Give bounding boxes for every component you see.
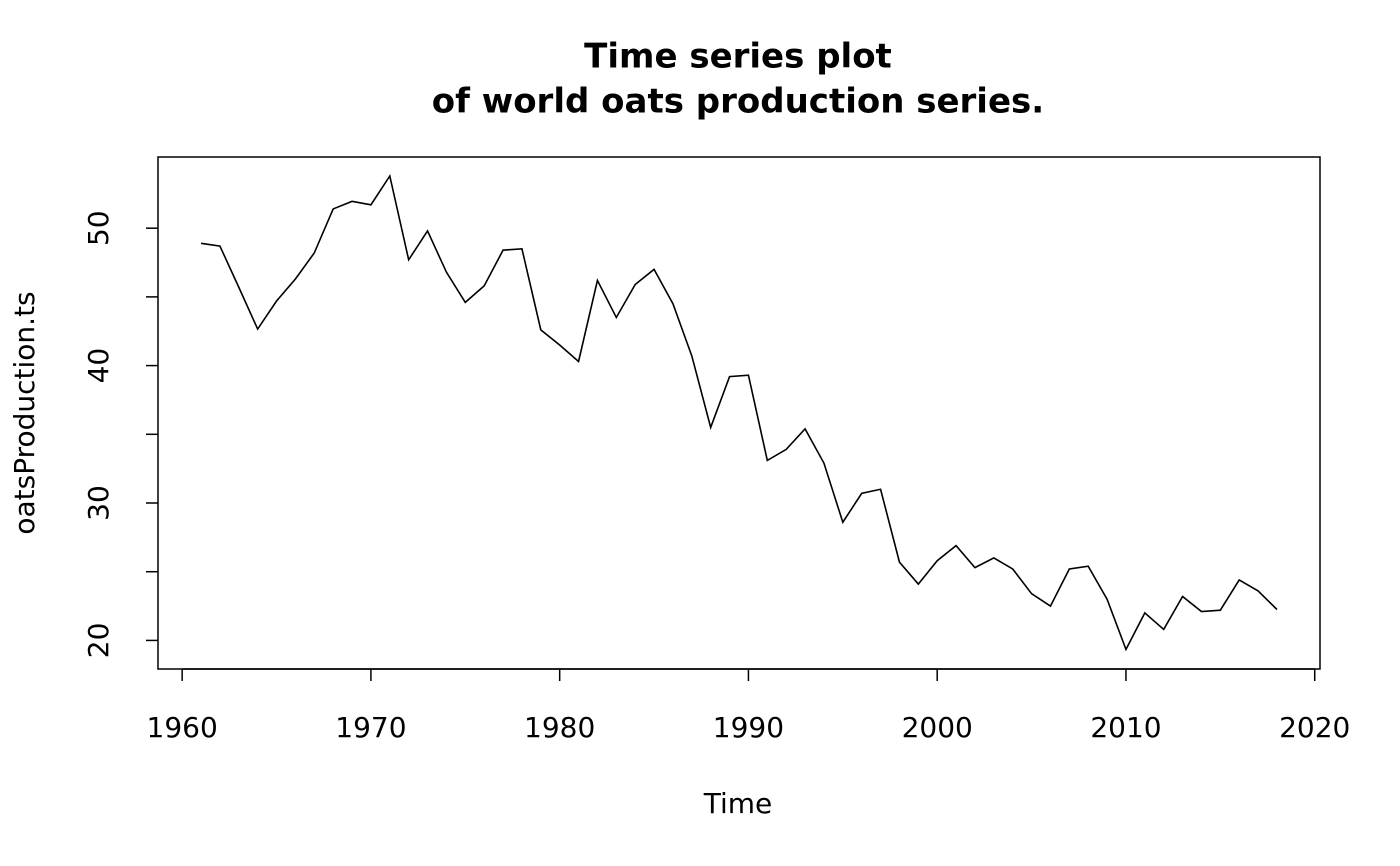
- chart-title: of world oats production series.: [432, 82, 1044, 122]
- plot-frame: [157, 156, 1321, 670]
- x-tick-label: 1990: [713, 711, 784, 744]
- data-line: [200, 173, 1278, 652]
- y-tick-label: 50: [82, 210, 115, 246]
- chart-title: Time series plot: [584, 37, 892, 77]
- x-tick-label: 2000: [902, 711, 973, 744]
- y-tick-label: 30: [82, 485, 115, 521]
- x-tick-label: 1980: [524, 711, 595, 744]
- x-axis-label: Time: [703, 787, 773, 820]
- y-tick-label: 40: [82, 348, 115, 384]
- y-tick-label: 20: [82, 623, 115, 659]
- x-tick-label: 1970: [335, 711, 406, 744]
- x-tick-label: 2010: [1090, 711, 1161, 744]
- x-tick-label: 1960: [147, 711, 218, 744]
- y-axis-label: oatsProduction.ts: [8, 291, 41, 534]
- x-tick-label: 2020: [1279, 711, 1350, 744]
